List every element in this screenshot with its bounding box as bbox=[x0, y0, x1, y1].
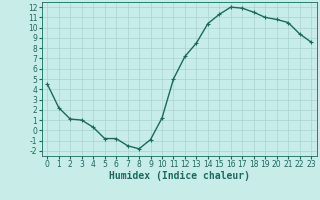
X-axis label: Humidex (Indice chaleur): Humidex (Indice chaleur) bbox=[109, 171, 250, 181]
